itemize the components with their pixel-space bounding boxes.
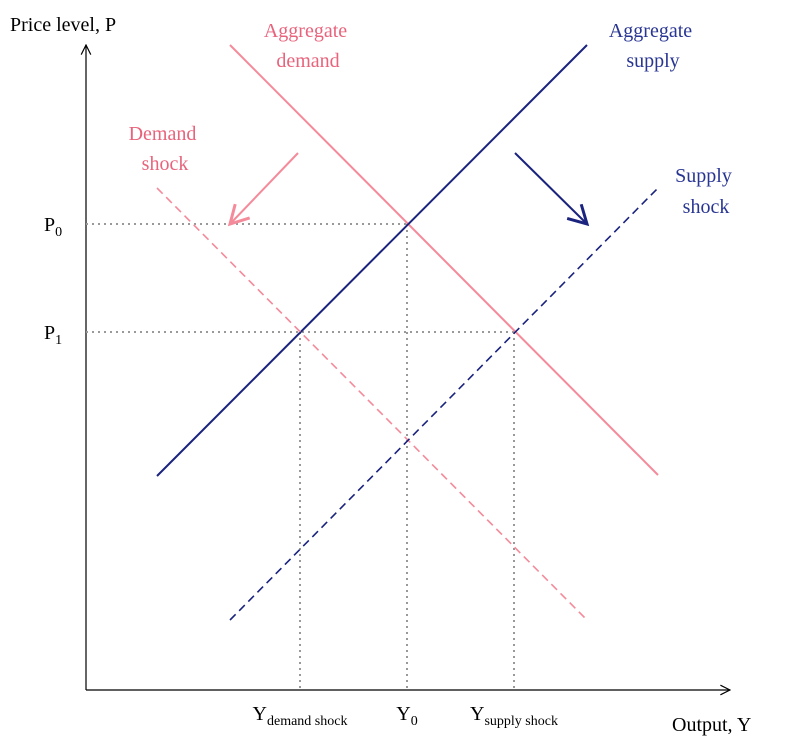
subscript: 0 <box>55 225 62 240</box>
supply-shock-label: Supply shock <box>675 165 737 218</box>
symbol: Y <box>396 703 410 725</box>
subscript: 1 <box>55 333 62 348</box>
price-level-label: P1 <box>44 322 62 348</box>
subscript: 0 <box>411 714 418 729</box>
supply-shock-curve <box>229 187 659 621</box>
label-line: demand <box>276 50 339 72</box>
guide-lines <box>86 223 515 690</box>
demand-shock-label: Demand shock <box>129 123 202 175</box>
label-line: shock <box>142 153 189 175</box>
label-line: Demand <box>129 123 197 145</box>
label-line: Supply <box>675 165 732 187</box>
aggregate-demand-curve <box>229 44 659 476</box>
demand-shift-arrow <box>227 152 299 227</box>
aggregate-supply-label: Aggregate supply <box>609 20 697 72</box>
output-label: Y0 <box>396 703 417 729</box>
label-line: Aggregate <box>609 20 692 42</box>
symbol: Y <box>253 703 267 725</box>
symbol: Y <box>470 703 484 725</box>
aggregate-supply-curve <box>156 44 588 477</box>
label-line: supply <box>626 50 679 72</box>
x-axis-label: Output, Y <box>672 714 751 736</box>
output-label: Ysupply shock <box>470 703 558 729</box>
aggregate-demand-label: Aggregate demand <box>264 20 352 72</box>
supply-shift-arrow <box>514 152 590 227</box>
y-axis-label: Price level, P <box>10 14 116 36</box>
symbol: P <box>44 214 55 236</box>
label-line: Aggregate <box>264 20 347 42</box>
subscript: demand shock <box>267 714 347 729</box>
demand-shock-curve <box>156 187 588 621</box>
label-line: shock <box>683 196 730 218</box>
price-level-label: P0 <box>44 214 62 240</box>
symbol: P <box>44 322 55 344</box>
output-label: Ydemand shock <box>253 703 348 729</box>
subscript: supply shock <box>484 714 558 729</box>
